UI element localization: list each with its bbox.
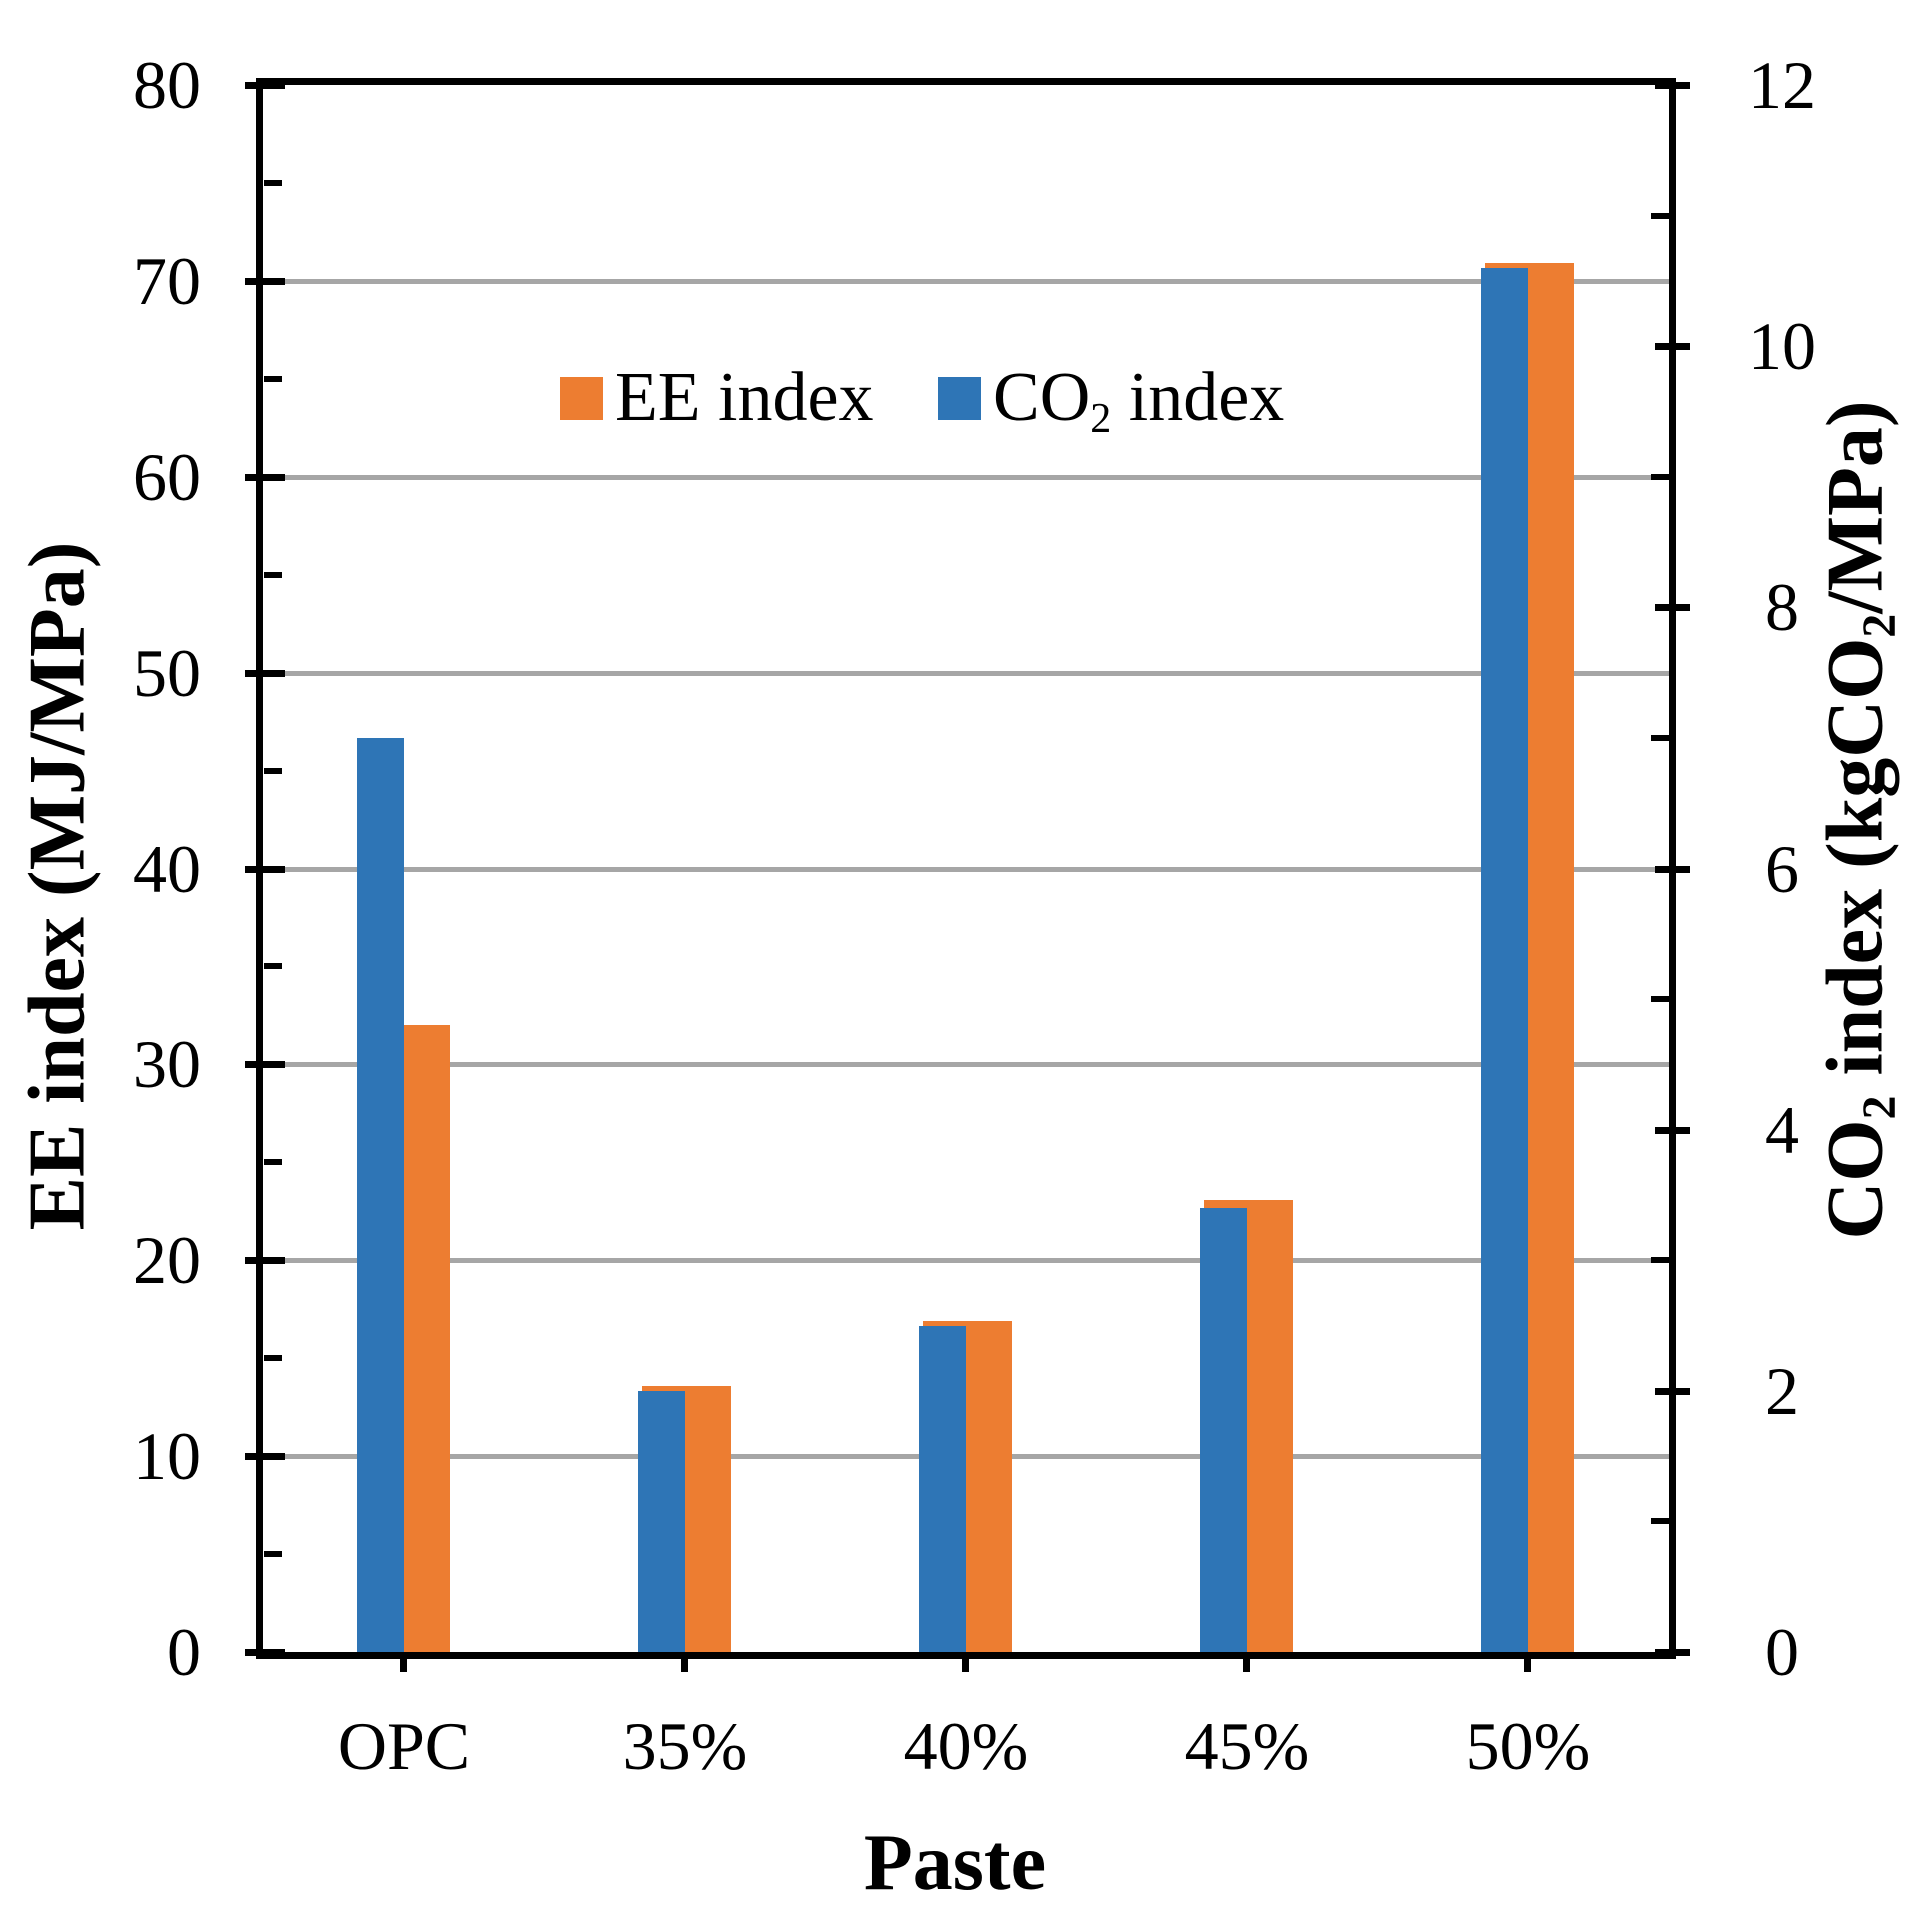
x-axis-tick-label-35%: 35%: [622, 1708, 748, 1784]
x-axis-tick-35%: [681, 1652, 688, 1672]
bar-co2-index-35%: [638, 1391, 685, 1652]
left-axis-tick-label-20: 20: [133, 1222, 201, 1298]
gridline-50: [263, 671, 1669, 676]
right-axis-minor-tick-5: [1651, 996, 1669, 1002]
right-axis-title: CO2 index (kgCO2/MPa): [1811, 400, 1906, 1240]
left-axis-minor-tick-65: [264, 376, 282, 382]
left-axis-tick-label-60: 60: [133, 439, 201, 515]
left-axis-major-tick-70: [245, 278, 285, 285]
right-axis-major-tick-4: [1655, 1127, 1690, 1134]
x-axis-tick-label-40%: 40%: [903, 1708, 1029, 1784]
left-axis-minor-tick-15: [264, 1355, 282, 1361]
left-axis-title: EE index (MJ/MPa): [13, 541, 102, 1231]
right-axis-tick-label-2: 2: [1765, 1353, 1799, 1429]
left-axis-minor-tick-25: [264, 1159, 282, 1165]
left-axis-major-tick-0: [245, 1649, 285, 1656]
right-axis-minor-tick-3: [1651, 1257, 1669, 1263]
right-axis-tick-label-10: 10: [1748, 308, 1816, 384]
left-axis-tick-label-0: 0: [167, 1614, 201, 1690]
legend-label-co2-index: CO2 index: [993, 359, 1285, 442]
legend-swatch-ee-index: [560, 376, 603, 420]
left-axis-major-tick-10: [245, 1453, 285, 1460]
right-axis-major-tick-6: [1655, 866, 1690, 873]
left-axis-tick-label-40: 40: [133, 831, 201, 907]
left-axis-minor-tick-55: [264, 572, 282, 578]
x-axis-tick-label-50%: 50%: [1465, 1708, 1591, 1784]
right-axis-minor-tick-9: [1651, 474, 1669, 480]
left-axis-major-tick-80: [245, 82, 285, 89]
legend-item-ee-index: EE index: [560, 362, 874, 434]
gridline-20: [263, 1258, 1669, 1263]
right-axis-minor-tick-7: [1651, 735, 1669, 741]
right-axis-tick-label-6: 6: [1765, 831, 1799, 907]
legend-label-ee-index: EE index: [615, 359, 874, 436]
right-axis-minor-tick-11: [1651, 213, 1669, 219]
right-axis-tick-label-12: 12: [1748, 47, 1816, 123]
right-axis-tick-label-4: 4: [1765, 1092, 1799, 1168]
left-axis-major-tick-40: [245, 866, 285, 873]
left-axis-minor-tick-35: [264, 963, 282, 969]
left-axis-tick-label-70: 70: [133, 243, 201, 319]
right-axis-major-tick-12: [1655, 82, 1690, 89]
right-axis-major-tick-0: [1655, 1649, 1690, 1656]
left-axis-major-tick-20: [245, 1257, 285, 1264]
right-axis-minor-tick-1: [1651, 1518, 1669, 1524]
legend-item-co2-index: CO2 index: [938, 359, 1285, 442]
x-axis-tick-45%: [1243, 1652, 1250, 1672]
left-axis-tick-label-10: 10: [133, 1418, 201, 1494]
left-axis-major-tick-30: [245, 1061, 285, 1068]
bar-co2-index-40%: [919, 1326, 966, 1652]
bar-co2-index-45%: [1200, 1208, 1247, 1652]
gridline-30: [263, 1062, 1669, 1067]
x-axis-tick-OPC: [400, 1652, 407, 1672]
gridline-70: [263, 279, 1669, 284]
left-axis-tick-label-80: 80: [133, 47, 201, 123]
x-axis-tick-40%: [962, 1652, 969, 1672]
left-axis-major-tick-50: [245, 670, 285, 677]
left-axis-tick-label-50: 50: [133, 635, 201, 711]
left-axis-major-tick-60: [245, 474, 285, 481]
left-axis-tick-label-30: 30: [133, 1026, 201, 1102]
right-axis-major-tick-8: [1655, 604, 1690, 611]
legend-swatch-co2-index: [938, 376, 981, 420]
bar-co2-index-50%: [1481, 268, 1528, 1652]
x-axis-tick-label-OPC: OPC: [337, 1708, 471, 1784]
x-axis-tick-50%: [1524, 1652, 1531, 1672]
gridline-40: [263, 867, 1669, 872]
right-axis-major-tick-10: [1655, 343, 1690, 350]
right-axis-major-tick-2: [1655, 1388, 1690, 1395]
left-axis-minor-tick-75: [264, 180, 282, 186]
right-axis-tick-label-0: 0: [1765, 1614, 1799, 1690]
left-axis-minor-tick-45: [264, 768, 282, 774]
gridline-60: [263, 475, 1669, 480]
x-axis-tick-label-45%: 45%: [1184, 1708, 1310, 1784]
x-axis-title: Paste: [863, 1819, 1047, 1907]
left-axis-minor-tick-5: [264, 1551, 282, 1557]
bar-co2-index-OPC: [357, 738, 404, 1652]
right-axis-tick-label-8: 8: [1765, 569, 1799, 645]
